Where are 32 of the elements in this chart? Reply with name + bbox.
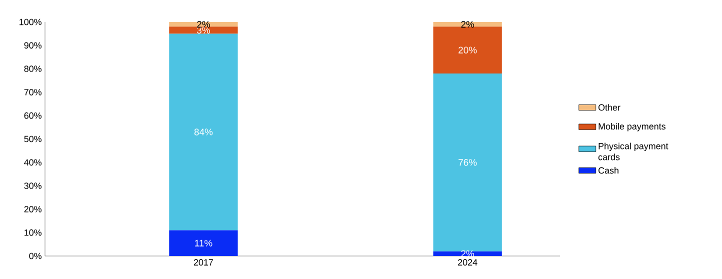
y-tick-label: 90% <box>24 42 42 49</box>
legend-label: Cash <box>598 167 618 174</box>
data-label: 84% <box>194 128 213 136</box>
data-label: 2% <box>461 21 474 28</box>
data-label: 2% <box>197 21 210 28</box>
y-tick-label: 20% <box>24 206 42 212</box>
bar <box>433 22 502 27</box>
bar <box>169 22 238 27</box>
legend-label: Other <box>598 104 620 111</box>
bar <box>169 34 238 230</box>
bar <box>169 230 238 256</box>
y-tick-label: 60% <box>24 112 42 119</box>
y-tick-label: 10% <box>24 229 42 236</box>
data-label: 11% <box>195 240 212 246</box>
y-tick-label: 0% <box>29 252 42 260</box>
bar <box>433 251 502 256</box>
y-tick-label: 70% <box>24 89 42 96</box>
bar <box>433 73 502 252</box>
y-tick-label: 50% <box>24 136 42 142</box>
data-label: 76% <box>458 159 477 166</box>
data-label: 3% <box>196 26 210 34</box>
data-label: 20% <box>458 46 477 54</box>
y-tick-label: 100% <box>20 18 42 26</box>
x-tick-label: 2024 <box>458 259 478 266</box>
bar <box>433 26 502 74</box>
legend-label: Physical payment cards <box>598 142 668 160</box>
legend-label: Mobile payments <box>598 122 666 132</box>
bar <box>169 26 238 34</box>
y-tick-label: 40% <box>24 159 42 166</box>
y-tick-label: 80% <box>24 66 42 72</box>
y-tick-label: 30% <box>24 182 42 189</box>
x-tick-label: 2017 <box>194 259 213 266</box>
